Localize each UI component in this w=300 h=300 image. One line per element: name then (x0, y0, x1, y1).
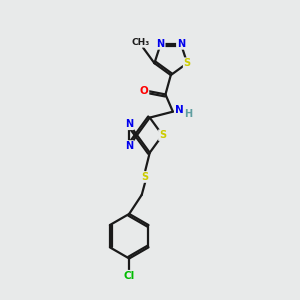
Text: S: S (159, 130, 166, 140)
Text: Cl: Cl (124, 271, 135, 281)
Text: N: N (125, 141, 133, 151)
Text: N: N (177, 39, 185, 49)
Text: N: N (175, 106, 184, 116)
Text: N: N (157, 39, 165, 49)
Text: S: S (184, 58, 191, 68)
Text: CH₃: CH₃ (132, 38, 150, 47)
Text: H: H (184, 109, 192, 119)
Text: N: N (125, 119, 133, 129)
Text: O: O (140, 86, 148, 96)
Text: S: S (142, 172, 149, 182)
